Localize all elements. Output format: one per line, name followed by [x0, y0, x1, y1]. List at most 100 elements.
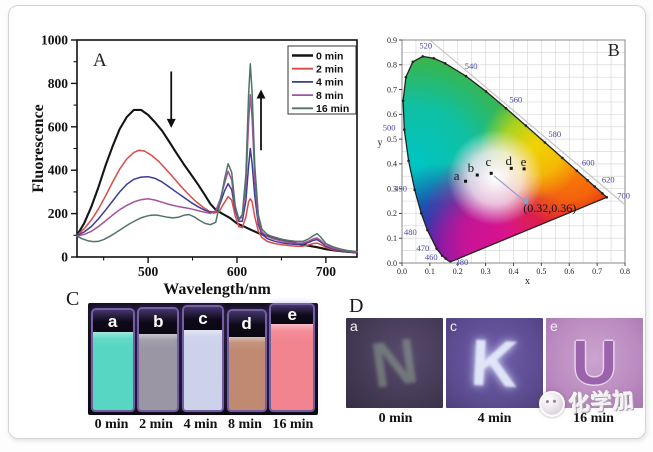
cuvette-time-label: 8 min — [228, 417, 262, 432]
spectrum-curve-2min — [76, 149, 358, 254]
film-time-labels: 0 min 4 min 16 min — [346, 411, 643, 427]
x-tick-label: 0.4 — [509, 267, 519, 276]
data-point-label-c: c — [486, 154, 492, 169]
wavelength-label-490: 490 — [394, 184, 407, 194]
locus-tick-dot — [484, 90, 488, 93]
x-tick-label: 0.2 — [453, 267, 463, 276]
y-tick-label: 800 — [48, 76, 69, 91]
locus-tick-dot — [402, 128, 406, 131]
wavelength-label-380: 380 — [456, 257, 469, 267]
x-tick-label: 0.0 — [397, 267, 407, 276]
locus-tick-dot — [404, 75, 408, 79]
y-tick-label: 0.0 — [387, 259, 397, 268]
y-tick-label: 0.9 — [387, 36, 397, 45]
spectrum-curve-16min — [76, 63, 358, 253]
locus-tick-dot — [586, 178, 589, 182]
x-tick-label: 700 — [316, 264, 337, 279]
locus-tick-dot — [411, 60, 415, 64]
cuvette-a: a — [90, 308, 135, 412]
cuvette-letter: c — [198, 308, 208, 328]
locus-tick-dot — [426, 228, 429, 232]
y-tick-label: 400 — [48, 163, 69, 178]
locus-tick-dot — [443, 62, 447, 65]
wavelength-label-500: 500 — [383, 122, 396, 132]
film-label: e — [550, 318, 558, 334]
legend-label: 16 min — [316, 103, 349, 115]
cuvette-letter: e — [287, 304, 298, 324]
film-time-label: 4 min — [477, 411, 512, 426]
data-point-label-e: e — [521, 154, 527, 169]
locus-tick-dot — [435, 247, 438, 250]
locus-tick-dot — [444, 257, 447, 260]
spectrum-curve-4min — [76, 147, 358, 254]
x-tick-label: 0.5 — [536, 267, 546, 276]
panel-c-label: C — [66, 288, 80, 310]
x-tick-label: 0.8 — [620, 267, 630, 276]
wavelength-label-460: 460 — [425, 252, 438, 262]
y-tick-label: 600 — [48, 119, 69, 134]
film-time-label: 0 min — [378, 411, 413, 426]
wavelength-label-480: 480 — [404, 227, 417, 237]
locus-tick-dot — [419, 211, 423, 215]
x-tick-label: 0.7 — [592, 267, 602, 276]
film-letter-shape-U: U — [572, 328, 617, 398]
cuvette-liquid — [92, 332, 133, 410]
legend-label: 0 min — [316, 50, 343, 62]
wavelength-label-540: 540 — [465, 61, 478, 71]
locus-tick-dot — [413, 188, 416, 192]
cuvette-time-label: 16 min — [272, 417, 314, 432]
cuvette-b: b — [137, 307, 180, 412]
wavelength-label-620: 620 — [602, 174, 615, 184]
cuvette-glass: c — [183, 307, 222, 330]
data-point-d — [509, 166, 513, 170]
cuvette-letter: d — [241, 314, 252, 334]
data-point-label-a: a — [454, 168, 460, 183]
cuvette-time-label: 2 min — [139, 417, 173, 432]
locus-tick-dot — [543, 141, 547, 144]
cuvette-c: c — [181, 305, 224, 412]
locus-tick-dot — [575, 169, 579, 173]
spectrum-curve-8min — [76, 93, 358, 253]
data-point-label-d: d — [506, 153, 513, 168]
fluorescence-spectra-chart: 0 200 400 600 800 1000 500 600 700 Wavelength/nm F… — [30, 33, 359, 298]
wavelength-label-520: 520 — [419, 40, 432, 50]
diagonal-line — [429, 39, 626, 206]
legend-label: 4 min — [316, 77, 343, 89]
y-tick-label: 0.6 — [387, 110, 397, 119]
cuvette-time-label: 0 min — [94, 417, 129, 432]
annotation-text: (0.32,0.36) — [523, 201, 576, 215]
locus-tick-dot — [401, 99, 405, 103]
cie-chromaticity-chart: 0.0 0.1 0.2 0.3 0.4 0.5 0.6 0.7 0.8 0.0 0.1 0.2 0.3 0… — [378, 36, 631, 287]
wavelength-label-580: 580 — [548, 129, 561, 139]
y-tick-label: 0.3 — [387, 184, 397, 193]
legend-box — [287, 45, 357, 115]
annotation-arrow-shaft — [493, 175, 528, 204]
y-tick-label: 1000 — [41, 33, 68, 48]
locus-tick-dot — [561, 156, 564, 160]
cuvette-glass: e — [271, 304, 314, 324]
legend-label: 2 min — [316, 64, 343, 76]
film-time-label: 16 min — [573, 411, 614, 426]
locus-tick-dot — [440, 254, 444, 257]
panel-d-label: D — [349, 295, 364, 317]
y-axis-title: Fluorescence — [30, 104, 47, 193]
y-tick-label: 0.8 — [387, 61, 397, 70]
x-tick-label: 500 — [138, 264, 159, 279]
x-axis-title: x — [525, 276, 530, 287]
x-tick-label: 0.6 — [564, 267, 574, 276]
cuvette-liquid — [271, 323, 314, 410]
y-tick-label: 0.4 — [387, 160, 397, 169]
locus-tick-dot — [605, 195, 609, 199]
film-letter-shape-N: N — [366, 324, 423, 402]
wavelength-label-560: 560 — [509, 94, 522, 104]
wavelength-label-700: 700 — [617, 191, 630, 201]
cuvette-liquid — [228, 336, 265, 410]
cuvette-letter: a — [107, 311, 118, 331]
locus-tick-dot — [432, 56, 436, 60]
locus-tick-dot — [407, 159, 410, 163]
data-point-a — [464, 179, 468, 183]
